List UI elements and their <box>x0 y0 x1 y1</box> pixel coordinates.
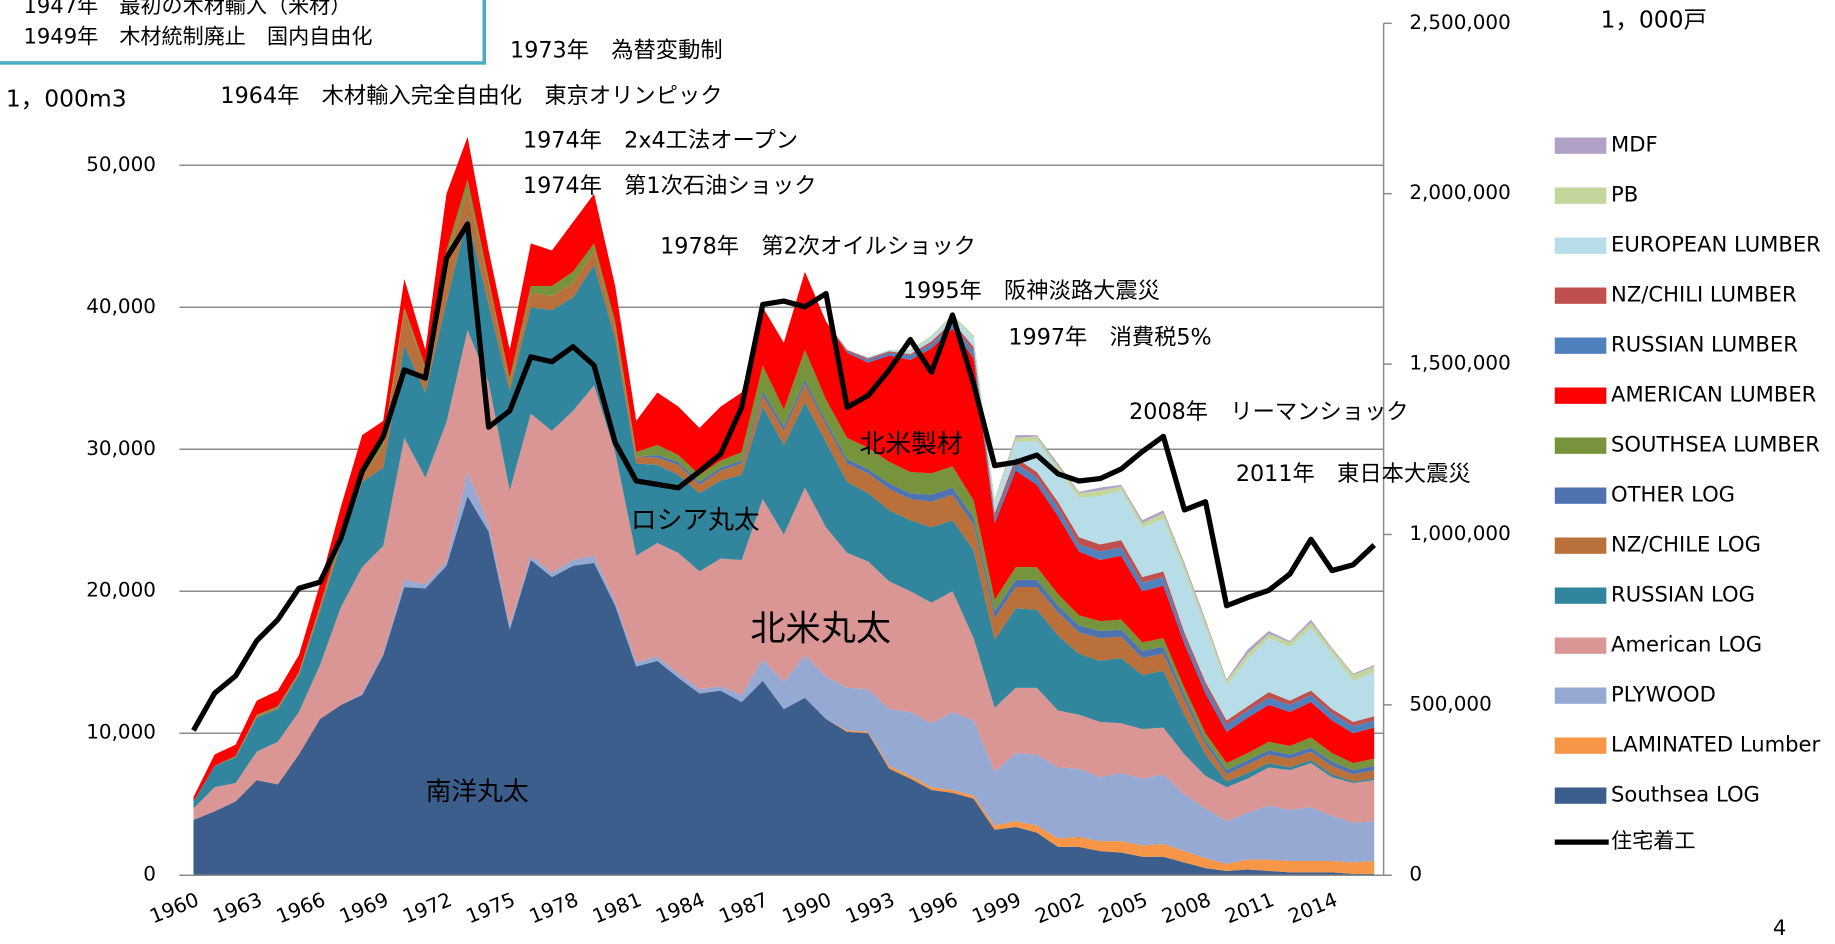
y2-tick-label: 0 <box>1409 863 1422 886</box>
y-tick-label: 0 <box>143 863 156 886</box>
area <box>193 496 1375 876</box>
legend-label: RUSSIAN LOG <box>1611 582 1755 607</box>
annotation-box-text: 1949年 木材統制廃止 国内自由化 <box>23 23 372 48</box>
legend-swatch <box>1554 787 1607 804</box>
legend-label: OTHER LOG <box>1611 482 1735 507</box>
legend-swatch <box>1554 737 1607 754</box>
legend-swatch <box>1554 237 1607 254</box>
x-tick-label: 1963 <box>210 888 266 928</box>
annotation: 1973年 為替変動制 <box>510 38 723 64</box>
legend-label: NZ/CHILE LOG <box>1611 532 1761 557</box>
legend-label: 住宅着工 <box>1611 828 1695 853</box>
x-tick-label: 1972 <box>399 888 455 928</box>
x-tick-label: 1978 <box>526 888 582 928</box>
annotation: 2011年 東日本大震災 <box>1236 461 1471 487</box>
x-tick-label: 1993 <box>842 888 898 928</box>
legend-label: EUROPEAN LUMBER <box>1611 232 1821 257</box>
x-tick-label: 1966 <box>273 888 329 928</box>
x-tick-label: 1996 <box>905 888 961 928</box>
x-tick-label: 2005 <box>1095 888 1151 928</box>
annotation: 2008年 リーマンショック <box>1129 399 1408 425</box>
annotation: 1995年 阪神淡路大震災 <box>903 278 1160 304</box>
legend-swatch <box>1554 487 1607 504</box>
x-tick-label: 2002 <box>1032 888 1088 928</box>
x-tick-label: 2008 <box>1159 888 1215 928</box>
annotation-box <box>0 0 487 65</box>
y2-tick-label: 2,000,000 <box>1409 181 1510 204</box>
area-label: 北米丸太 <box>750 609 891 650</box>
x-tick-label: 1987 <box>716 888 772 928</box>
y-tick-label: 40,000 <box>86 295 156 318</box>
x-tick-label: 1960 <box>146 888 202 928</box>
legend-label: SOUTHSEA LUMBER <box>1611 432 1820 457</box>
legend-swatch <box>1554 587 1607 604</box>
legend-swatch <box>1554 537 1607 554</box>
y2-tick-label: 2,500,000 <box>1409 11 1510 34</box>
area <box>193 136 1375 802</box>
x-tick-label: 2014 <box>1285 888 1341 928</box>
legend-swatch <box>1554 437 1607 454</box>
legend-label: American LOG <box>1611 632 1762 657</box>
y-tick-label: 10,000 <box>86 721 156 744</box>
legend-label: LAMINATED Lumber <box>1611 732 1821 757</box>
area-label: ロシア丸太 <box>631 505 760 535</box>
annotation: 1978年 第2次オイルショック <box>660 234 976 260</box>
area <box>193 216 1375 809</box>
y-tick-label: 20,000 <box>86 579 156 602</box>
x-tick-label: 1999 <box>969 888 1025 928</box>
area <box>193 471 1375 864</box>
annotation: 1974年 第1次石油ショック <box>523 173 817 199</box>
annotation-box-text: 1947年 最初の木材輸入（米材） <box>23 0 351 18</box>
legend-swatch <box>1554 187 1607 204</box>
y-unit: 1，000m3 <box>6 85 127 113</box>
y2-tick-label: 1,500,000 <box>1409 352 1510 375</box>
area <box>193 190 1375 802</box>
x-tick-label: 2011 <box>1222 888 1278 928</box>
legend-label: Southsea LOG <box>1611 782 1760 807</box>
legend-label: RUSSIAN LUMBER <box>1611 332 1798 357</box>
legend-swatch <box>1554 137 1607 154</box>
legend-label: AMERICAN LUMBER <box>1611 382 1816 407</box>
area-label: 南洋丸太 <box>426 777 529 807</box>
x-tick-label: 1990 <box>779 888 835 928</box>
legend-label: PLYWOOD <box>1611 682 1716 707</box>
legend-swatch <box>1554 337 1607 354</box>
x-tick-label: 1981 <box>589 888 645 928</box>
legend-swatch <box>1554 637 1607 654</box>
x-tick-label: 1984 <box>652 888 708 928</box>
y2-unit: 1，000戸 <box>1600 6 1706 34</box>
areas <box>193 136 1375 876</box>
annotation: 1964年 木材輸入完全自由化 東京オリンピック <box>220 83 722 109</box>
annotation: 1974年 2x4工法オープン <box>523 128 798 154</box>
area-label: 北米製材 <box>859 430 962 460</box>
y-tick-label: 30,000 <box>86 437 156 460</box>
annotation: 1997年 消費税5% <box>1008 325 1211 351</box>
x-tick-label: 1975 <box>463 888 519 928</box>
page-number: 4 <box>1773 915 1786 940</box>
legend-swatch <box>1554 387 1607 404</box>
legend-swatch <box>1554 687 1607 704</box>
line <box>191 221 1377 732</box>
area <box>193 330 1375 823</box>
legend-swatch <box>1554 287 1607 304</box>
legend-label: NZ/CHILI LUMBER <box>1611 282 1797 307</box>
x-tick-label: 1969 <box>336 888 392 928</box>
legend-label: MDF <box>1611 132 1658 157</box>
legend-label: PB <box>1611 182 1638 207</box>
y-tick-label: 50,000 <box>86 153 156 176</box>
y2-tick-label: 1,000,000 <box>1409 522 1510 545</box>
y2-tick-label: 500,000 <box>1409 692 1491 715</box>
